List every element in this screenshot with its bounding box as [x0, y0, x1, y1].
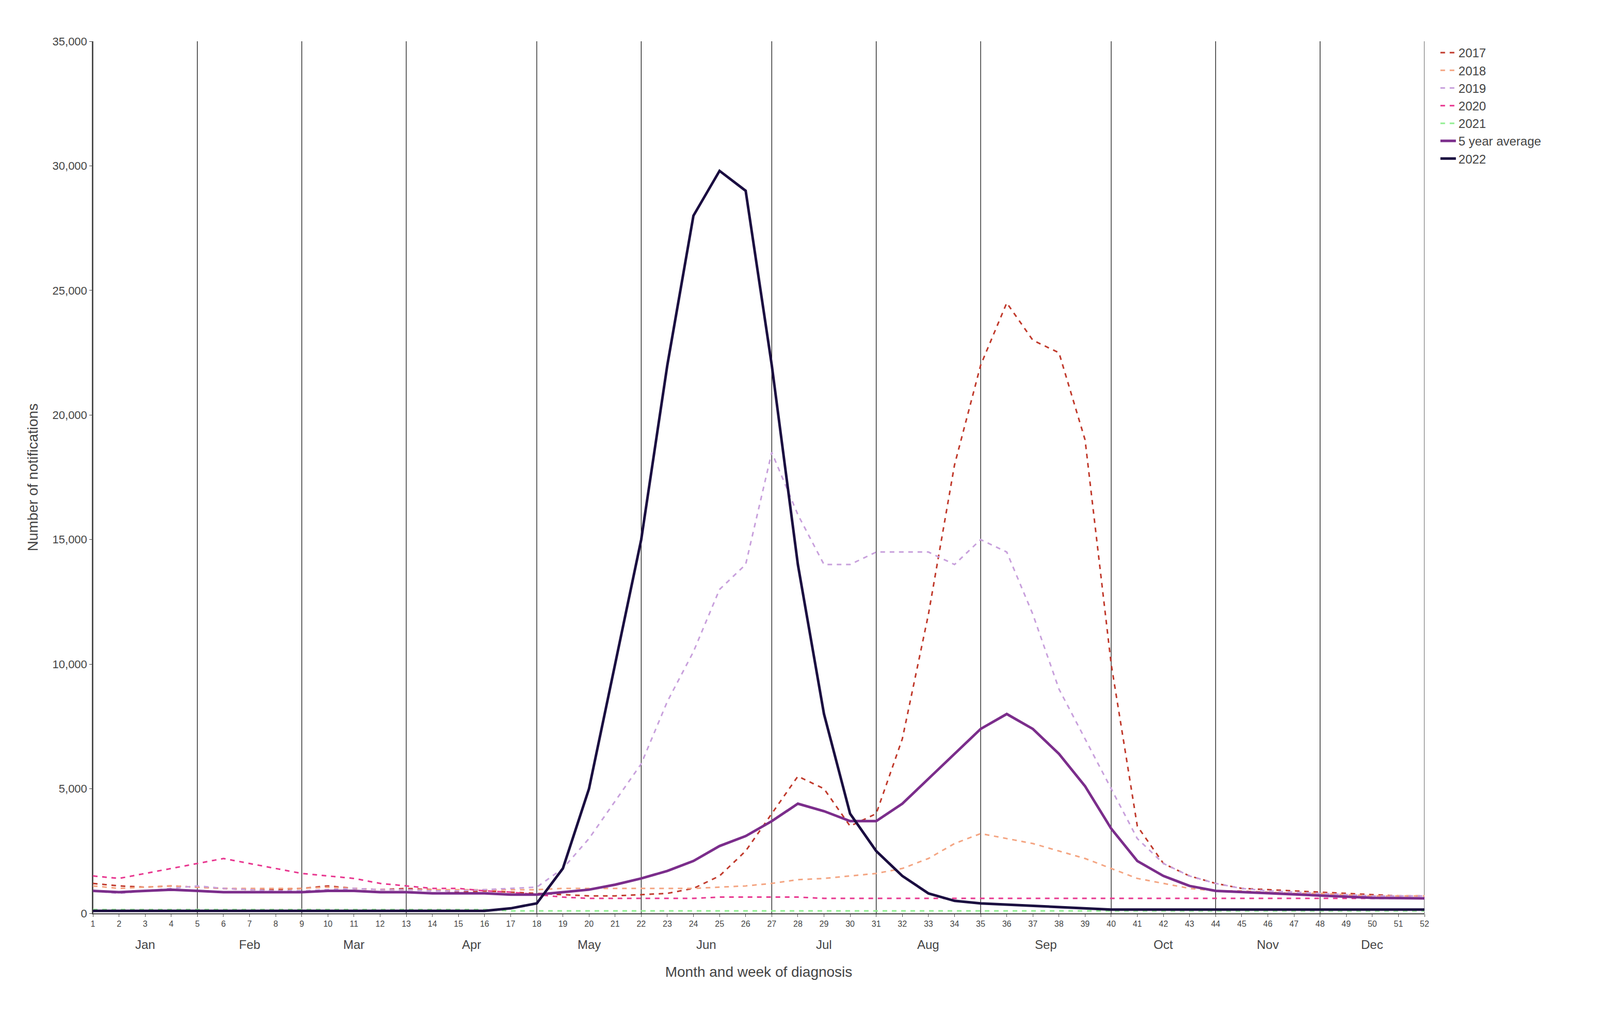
svg-text:2017: 2017	[1458, 45, 1486, 60]
svg-text:Apr: Apr	[461, 937, 482, 952]
svg-text:26: 26	[741, 919, 751, 929]
svg-text:15: 15	[453, 919, 463, 929]
svg-text:43: 43	[1185, 919, 1195, 929]
svg-text:10: 10	[323, 919, 333, 929]
svg-text:2019: 2019	[1458, 81, 1486, 96]
svg-text:13: 13	[401, 919, 411, 929]
svg-text:39: 39	[1080, 919, 1090, 929]
svg-text:33: 33	[923, 919, 934, 929]
svg-text:5: 5	[195, 919, 200, 929]
svg-text:20,000: 20,000	[52, 408, 88, 422]
svg-text:21: 21	[610, 919, 620, 929]
svg-text:22: 22	[636, 919, 646, 929]
svg-text:30,000: 30,000	[52, 159, 88, 173]
svg-text:Sep: Sep	[1034, 937, 1058, 952]
svg-text:4: 4	[168, 919, 174, 929]
svg-text:47: 47	[1289, 919, 1299, 929]
svg-text:49: 49	[1341, 919, 1351, 929]
svg-text:1: 1	[90, 919, 96, 929]
svg-text:35: 35	[976, 919, 986, 929]
svg-text:2021: 2021	[1458, 116, 1486, 131]
svg-text:34: 34	[950, 919, 960, 929]
svg-text:19: 19	[558, 919, 568, 929]
svg-text:8: 8	[273, 919, 279, 929]
svg-text:Month and week of diagnosis: Month and week of diagnosis	[665, 964, 853, 981]
svg-text:5 year average: 5 year average	[1458, 134, 1542, 149]
svg-text:6: 6	[220, 919, 226, 929]
svg-text:Feb: Feb	[238, 937, 261, 952]
svg-text:25: 25	[714, 919, 725, 929]
svg-text:41: 41	[1132, 919, 1143, 929]
svg-text:50: 50	[1367, 919, 1378, 929]
svg-text:Jan: Jan	[135, 937, 156, 952]
svg-text:2020: 2020	[1458, 99, 1486, 114]
svg-text:11: 11	[349, 919, 359, 929]
svg-text:42: 42	[1158, 919, 1168, 929]
svg-text:35,000: 35,000	[52, 35, 88, 48]
svg-text:15,000: 15,000	[52, 533, 88, 547]
svg-text:48: 48	[1315, 919, 1325, 929]
svg-text:31: 31	[871, 919, 882, 929]
svg-text:Jun: Jun	[696, 937, 717, 952]
svg-text:24: 24	[689, 919, 699, 929]
svg-text:18: 18	[532, 919, 542, 929]
svg-text:Mar: Mar	[343, 937, 365, 952]
svg-text:40: 40	[1106, 919, 1116, 929]
svg-text:17: 17	[506, 919, 516, 929]
svg-text:2018: 2018	[1458, 64, 1486, 78]
svg-text:45: 45	[1237, 919, 1247, 929]
svg-text:52: 52	[1419, 919, 1430, 929]
svg-text:Nov: Nov	[1256, 937, 1279, 952]
svg-text:14: 14	[427, 919, 438, 929]
svg-text:37: 37	[1028, 919, 1038, 929]
svg-text:May: May	[577, 937, 601, 952]
svg-text:9: 9	[299, 919, 304, 929]
svg-text:29: 29	[819, 919, 829, 929]
svg-text:30: 30	[845, 919, 855, 929]
svg-text:25,000: 25,000	[52, 284, 88, 298]
svg-text:12: 12	[375, 919, 386, 929]
svg-text:0: 0	[81, 907, 88, 921]
svg-text:Oct: Oct	[1153, 937, 1174, 952]
svg-text:5,000: 5,000	[58, 782, 88, 796]
svg-text:Aug: Aug	[917, 937, 940, 952]
svg-text:2: 2	[116, 919, 122, 929]
svg-text:Dec: Dec	[1361, 937, 1384, 952]
svg-text:51: 51	[1394, 919, 1404, 929]
svg-text:27: 27	[766, 919, 777, 929]
svg-text:38: 38	[1054, 919, 1064, 929]
svg-text:Number of notifications: Number of notifications	[24, 403, 41, 552]
svg-text:28: 28	[793, 919, 803, 929]
svg-text:10,000: 10,000	[52, 658, 88, 671]
svg-text:7: 7	[247, 919, 252, 929]
svg-text:20: 20	[584, 919, 594, 929]
svg-text:46: 46	[1263, 919, 1273, 929]
svg-text:44: 44	[1210, 919, 1221, 929]
svg-text:3: 3	[142, 919, 148, 929]
svg-text:32: 32	[897, 919, 907, 929]
svg-text:16: 16	[480, 919, 490, 929]
svg-text:36: 36	[1002, 919, 1012, 929]
svg-text:23: 23	[662, 919, 672, 929]
svg-text:2022: 2022	[1458, 152, 1486, 167]
svg-text:Jul: Jul	[816, 937, 832, 952]
